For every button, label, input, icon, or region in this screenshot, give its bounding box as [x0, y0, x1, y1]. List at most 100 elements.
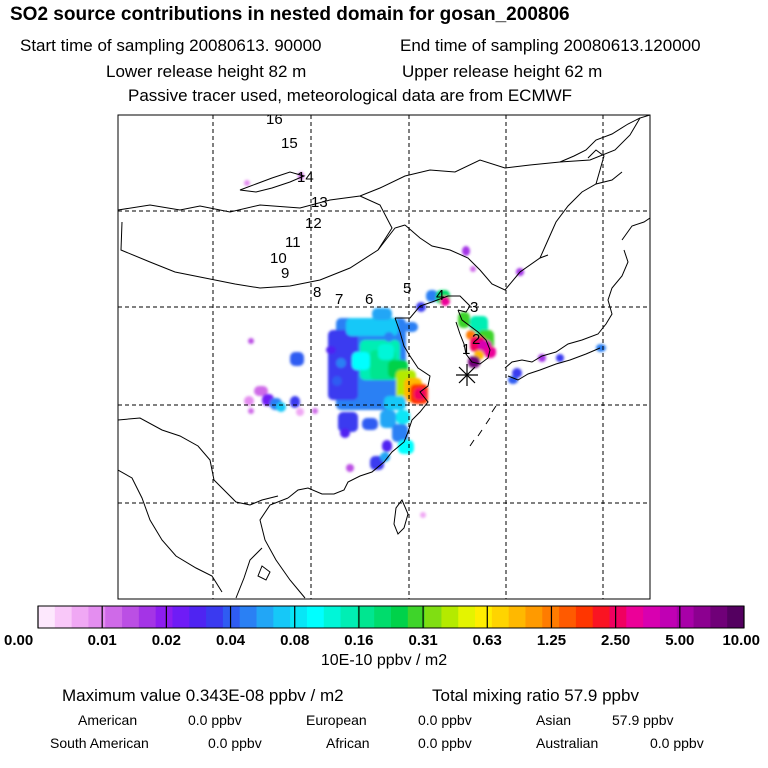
concentration-cell — [384, 396, 406, 410]
hainan — [257, 565, 271, 581]
figure-title: SO2 source contributions in nested domai… — [10, 4, 570, 25]
colorbar-swatch — [222, 606, 241, 628]
concentration-cell — [326, 346, 336, 354]
concentration-cell — [508, 376, 518, 384]
concentration-cell — [248, 408, 254, 414]
map-frame — [117, 114, 651, 600]
bohai-coast — [395, 295, 471, 319]
concentration-cell — [362, 418, 378, 430]
colorbar-tick-label: 0.04 — [216, 632, 246, 649]
colorbar-swatch — [290, 606, 308, 628]
concentration-cell — [370, 456, 384, 470]
trajectory-label: 12 — [305, 215, 322, 232]
colorbar-tick-label: 10.00 — [722, 632, 760, 649]
colorbar-swatch — [105, 606, 123, 628]
colorbar-swatch — [458, 606, 476, 628]
region-name: South American — [50, 735, 149, 751]
concentration-cell — [332, 376, 342, 386]
colorbar-swatch — [407, 606, 426, 628]
colorbar-tick-label: 0.16 — [344, 632, 373, 649]
trajectory-label: 7 — [335, 291, 343, 308]
trajectory-label: 15 — [281, 135, 298, 152]
colorbar-tick-label: 1.25 — [537, 632, 566, 649]
concentration-cell — [378, 344, 394, 360]
concentration-cell — [382, 440, 392, 452]
colorbar-swatch — [441, 606, 459, 628]
concentration-cell — [392, 424, 408, 442]
colorbar-swatch — [206, 606, 224, 628]
region-value: 57.9 ppbv — [612, 712, 674, 728]
sakhalin — [587, 149, 605, 185]
trajectory-label: 8 — [313, 284, 321, 301]
colorbar-swatch — [693, 606, 711, 628]
colorbar-tick-label: 0.31 — [408, 632, 437, 649]
concentration-cell — [414, 388, 426, 400]
southeast-asia-coast — [235, 547, 263, 599]
colorbar-labels: 0.00 0.01 0.02 0.04 0.08 0.16 0.31 0.63 1.25 2.50… — [4, 632, 760, 649]
colorbar-swatch — [172, 606, 190, 628]
concentration-cell — [346, 318, 398, 336]
trajectory-label: 16 — [266, 111, 283, 128]
concentration-cell — [512, 368, 522, 378]
trajectory-label: 5 — [403, 280, 411, 297]
colorbar-tick-label: 0.01 — [88, 632, 117, 649]
colorbar-swatch — [357, 606, 375, 628]
concentration-cell — [340, 428, 350, 438]
colorbar-tick-label: 0.08 — [280, 632, 309, 649]
okhotsk-coast — [559, 117, 641, 163]
trajectory-label: 1 — [462, 341, 470, 358]
trajectory-label: 9 — [281, 265, 289, 282]
colorbar-swatch — [659, 606, 678, 628]
ryukyu-islands — [469, 405, 497, 447]
region-value: 0.0 ppbv — [418, 712, 472, 728]
korea-coast — [455, 309, 491, 365]
concentration-cell — [470, 266, 476, 272]
concentration-cell — [244, 180, 250, 186]
start-time: Start time of sampling 20080613. 90000 — [20, 36, 322, 55]
maximum-value: Maximum value 0.343E-08 ppbv / m2 — [62, 686, 344, 705]
hokkaido — [621, 217, 650, 241]
colorbar-swatch — [609, 606, 627, 628]
trajectory-label: 3 — [470, 299, 478, 316]
colorbar-swatch — [575, 606, 594, 628]
trajectory-label: 14 — [297, 169, 314, 186]
concentration-cell — [338, 412, 358, 432]
colorbar-swatch — [122, 606, 140, 628]
taiwan — [393, 499, 409, 535]
region-value: 0.0 ppbv — [188, 712, 242, 728]
colorbar-swatch — [727, 606, 745, 628]
china-korea-border — [404, 224, 549, 291]
region-name: Asian — [536, 712, 572, 728]
concentration-cell — [276, 402, 286, 412]
concentration-cell — [346, 464, 354, 472]
end-time: End time of sampling 20080613.120000 — [400, 36, 701, 55]
colorbar-swatch — [626, 606, 644, 628]
colorbar-tick-label: 5.00 — [665, 632, 694, 649]
concentration-cell — [396, 410, 410, 424]
concentration-cell — [420, 512, 426, 518]
region-value: 0.0 ppbv — [208, 735, 262, 751]
region-name: European — [306, 712, 367, 728]
colorbar-unit: 10E-10 ppbv / m2 — [320, 652, 448, 669]
colorbar-swatch — [559, 606, 577, 628]
japan-south-coast — [507, 347, 601, 381]
colorbar-swatch — [475, 606, 493, 628]
russia-coast-ne — [539, 171, 623, 259]
trajectory-label: 2 — [472, 331, 480, 348]
region-name: African — [326, 735, 370, 751]
concentration-cell — [404, 322, 418, 332]
india-border — [118, 417, 279, 506]
trajectory-label: 11 — [285, 234, 301, 251]
colorbar-swatch — [424, 606, 442, 628]
region-value: 0.0 ppbv — [650, 735, 704, 751]
japan-kyushu-honshu — [504, 249, 629, 369]
asterisk-receptor — [456, 364, 478, 386]
colorbar-swatch — [273, 606, 291, 628]
colorbar-swatch — [155, 606, 173, 628]
region-name: Australian — [536, 735, 599, 751]
concentration-cell — [248, 338, 254, 344]
region-name: American — [78, 712, 138, 728]
